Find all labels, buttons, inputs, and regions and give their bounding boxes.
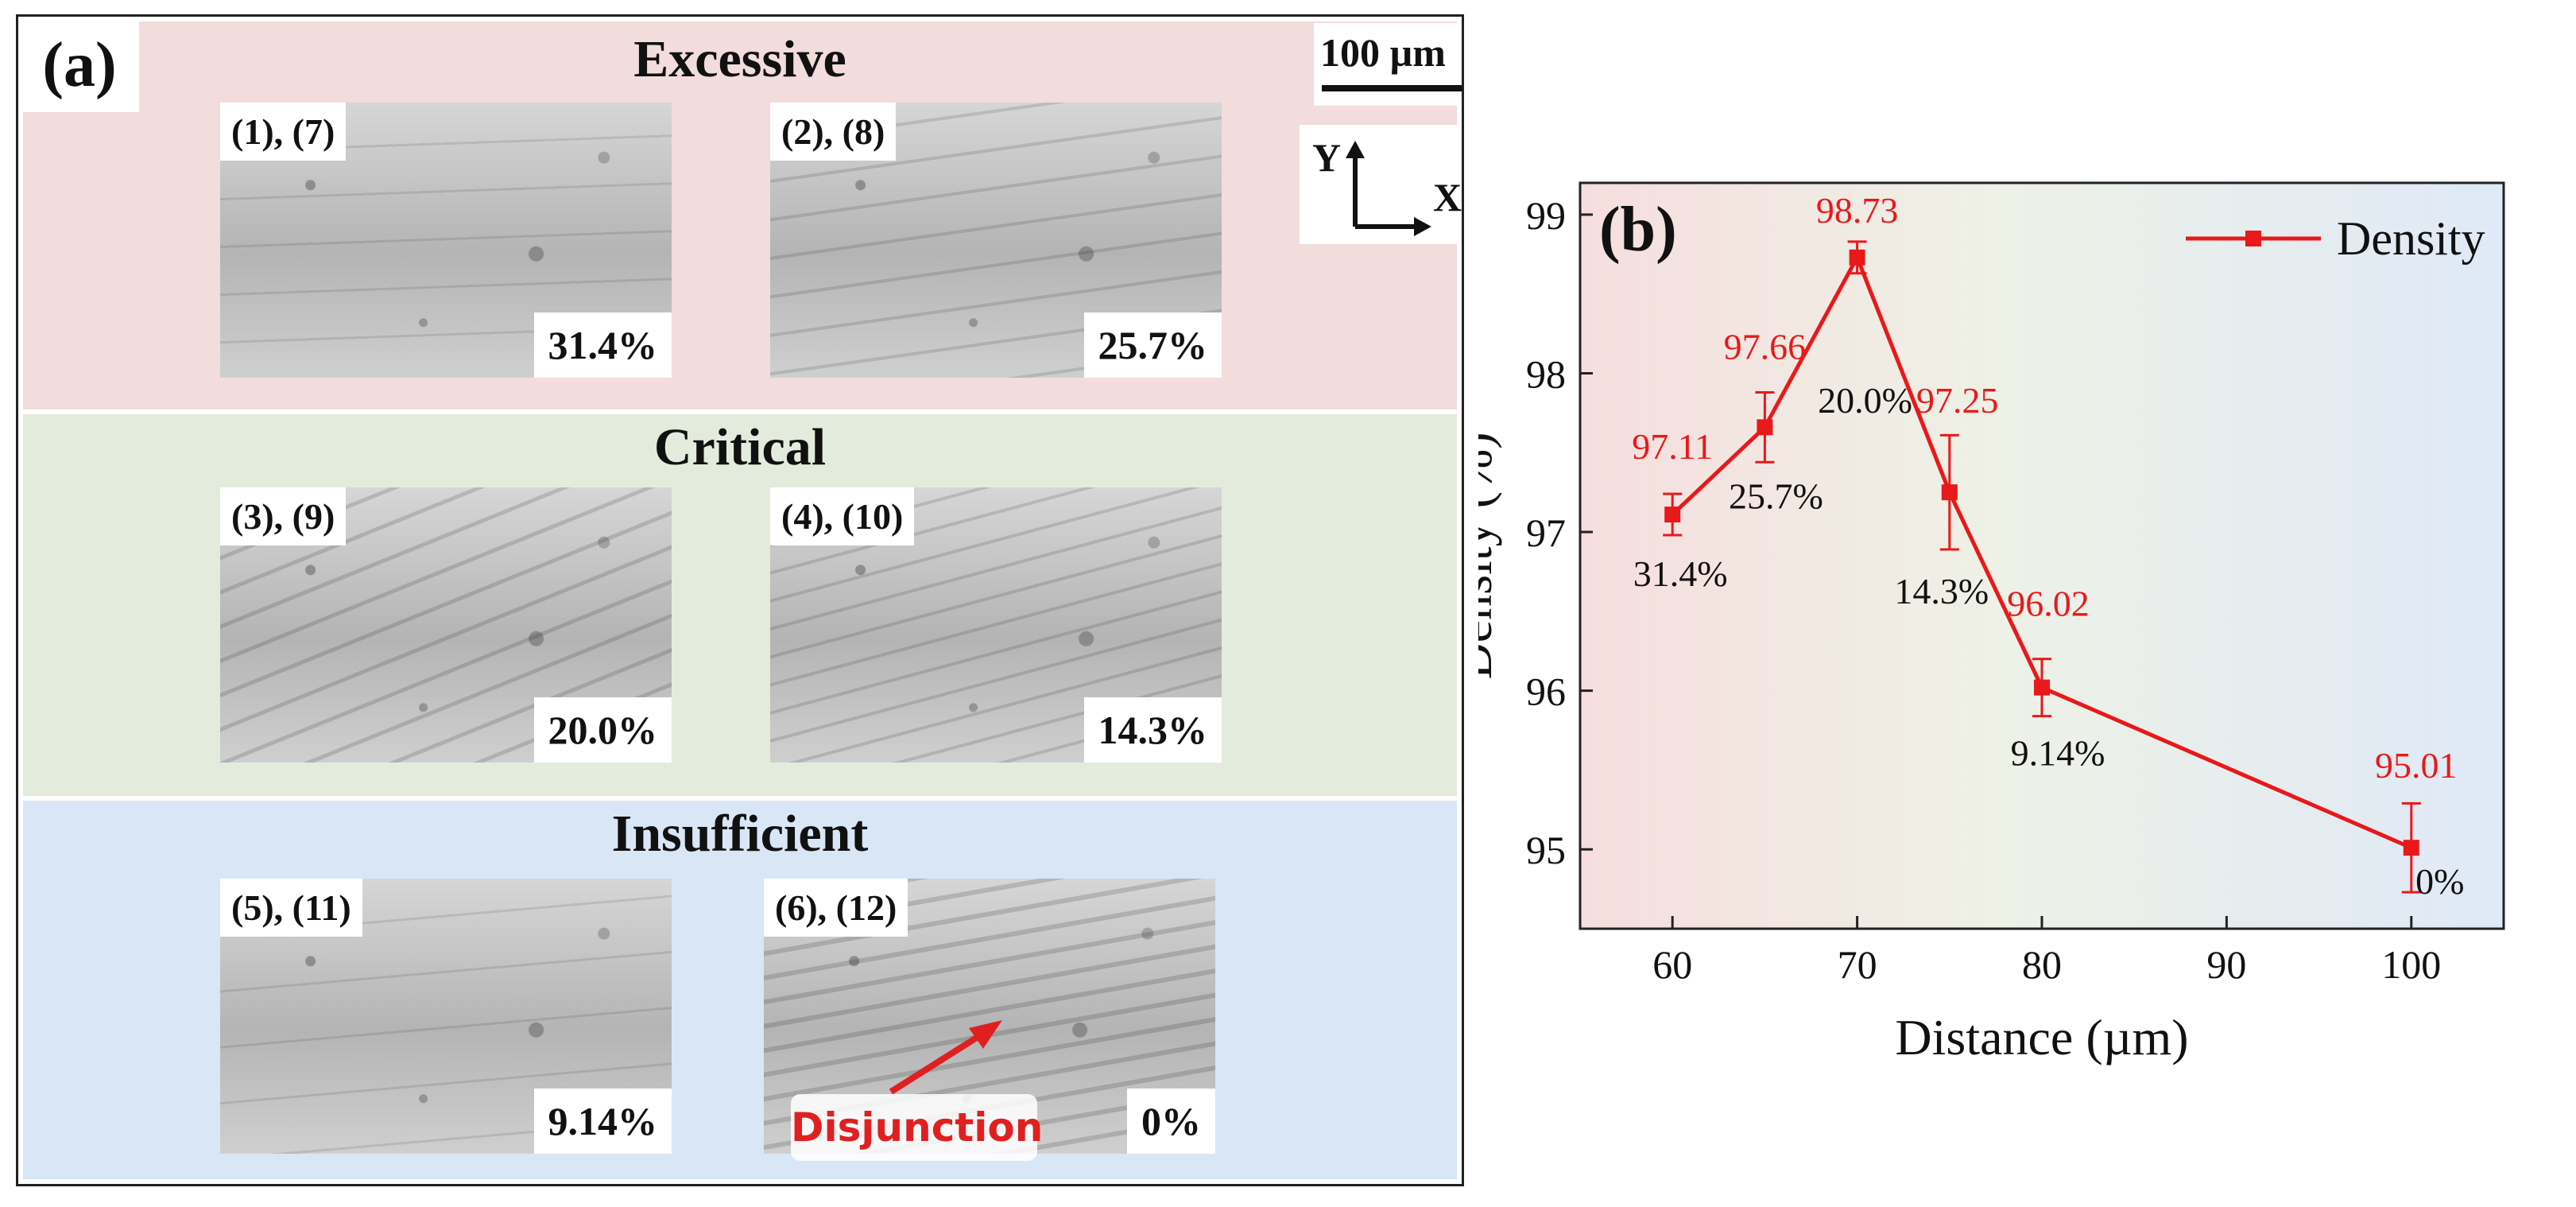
axis-y-label: Y [1312,135,1341,180]
value-label: 97.66 [1724,326,1807,367]
value-label: 97.11 [1632,426,1713,467]
micrograph-tile-4: (4), (10) 14.3% [770,487,1222,763]
sample-tag: (1), (7) [220,103,347,161]
legend-marker [2245,231,2261,246]
percentage-label: 25.7% [1083,312,1222,378]
value-label: 95.01 [2375,745,2458,786]
y-axis-label: Density (%) [1478,432,1502,679]
legend-label: Density [2337,212,2485,265]
percentage-label: 9.14% [533,1089,672,1154]
micrograph-tile-2: (2), (8) 25.7% [770,103,1222,378]
density-chart: 60 70 80 90 100 95 96 97 98 99 Distance (µm) Densit… [1478,181,2505,1065]
density-series-line [1671,252,2412,850]
percent-label: 31.4% [1633,553,1728,594]
x-tick-label: 100 [2381,942,2441,987]
scale-bar-line [1322,85,1462,91]
scale-bar: 100 µm [1314,23,1462,106]
micrograph-tile-5: (5), (11) 9.14% [220,879,672,1154]
y-tick-label: 96 [1526,669,1566,714]
data-point-marker [1849,249,1865,266]
x-tick-label: 90 [2206,942,2246,987]
band-critical: Critical (3), (9) 20.0% (4), (10) 14.3% [23,414,1457,796]
micrograph-tile-1: (1), (7) 31.4% [220,103,672,378]
y-tick-label: 95 [1526,828,1566,872]
percent-label: 0% [2415,861,2464,902]
band-title-insufficient: Insufficient [611,805,869,863]
value-label: 98.73 [1816,190,1899,231]
band-title-critical: Critical [653,418,827,476]
scale-bar-text: 100 µm [1320,30,1446,75]
percentage-label: 14.3% [1083,697,1222,763]
data-point-marker [1757,419,1773,436]
percent-label: 9.14% [2011,733,2105,774]
percentage-label: 0% [1127,1089,1215,1154]
sample-tag: (5), (11) [220,879,362,937]
percent-label: 14.3% [1894,571,1989,611]
sample-tag: (2), (8) [770,103,897,161]
disjunction-arrow [889,1020,1002,1095]
data-point-marker [1941,484,1958,501]
y-tick-label: 99 [1526,193,1566,238]
plot-background [1580,183,2504,929]
percent-label: 20.0% [1818,380,1912,421]
y-tick-label: 98 [1526,351,1566,396]
x-tick-label: 70 [1838,942,1877,987]
sample-tag: (6), (12) [764,879,908,937]
data-point-marker [1664,506,1681,523]
data-point-marker [2403,840,2419,856]
value-label: 97.25 [1916,380,1999,421]
x-axis-label: Distance (µm) [1895,1009,2188,1065]
value-label: 96.02 [2007,584,2090,624]
axes-indicator: Y X [1300,125,1462,244]
panel-a-label: (a) [20,18,139,112]
disjunction-label: Disjunction [791,1094,1043,1161]
percentage-label: 20.0% [533,697,672,763]
axes-arrows-icon: Y X [1312,135,1462,236]
micrograph-tile-3: (3), (9) 20.0% [220,487,672,763]
sample-tag: (3), (9) [220,487,347,545]
percent-label: 25.7% [1729,475,1823,516]
x-tick-label: 80 [2022,942,2062,987]
percentage-label: 31.4% [533,312,672,378]
panel-b-label: (b) [1599,195,1677,265]
band-excessive: Excessive (1), (7) 31.4% (2), (8) 25.7% [23,21,1457,409]
data-point-marker [2034,679,2050,696]
axis-x-label: X [1433,175,1462,219]
y-tick-label: 97 [1526,510,1566,555]
band-title-excessive: Excessive [633,30,846,88]
panel-a: Excessive (1), (7) 31.4% (2), (8) 25.7% … [16,14,1464,1186]
x-tick-label: 60 [1652,942,1692,987]
sample-tag: (4), (10) [770,487,915,545]
